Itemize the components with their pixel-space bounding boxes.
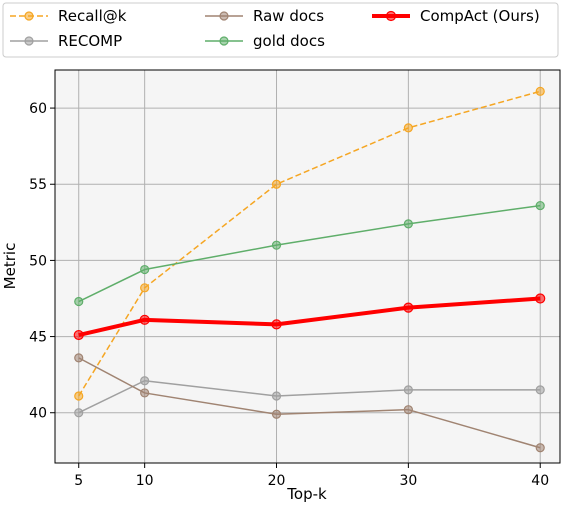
data-point-recomp bbox=[271, 391, 282, 401]
data-point-recomp bbox=[535, 385, 545, 395]
y-tick-label: 50 bbox=[29, 253, 47, 269]
legend-frame bbox=[2, 2, 559, 58]
data-point-recomp bbox=[74, 408, 84, 418]
legend-entry-gold-docs: gold docs bbox=[205, 32, 325, 50]
data-point-gold-docs bbox=[140, 264, 150, 275]
data-point-recall-k bbox=[271, 179, 282, 189]
y-tick-label: 40 bbox=[29, 406, 47, 422]
x-tick-label: 30 bbox=[399, 473, 417, 489]
data-point-recall-k bbox=[140, 283, 150, 293]
legend-marker bbox=[219, 36, 229, 46]
data-point-recall-k bbox=[74, 391, 84, 401]
plot-frame bbox=[54, 69, 561, 464]
data-point-recall-k bbox=[535, 86, 545, 96]
series-layer bbox=[73, 86, 546, 453]
series-raw-docs bbox=[74, 353, 545, 453]
data-point-gold-docs bbox=[535, 200, 545, 211]
legend-entry-raw-docs: Raw docs bbox=[205, 7, 324, 25]
legend-label: RECOMP bbox=[58, 32, 122, 50]
data-point-raw-docs bbox=[535, 443, 545, 453]
legend-label: Recall@k bbox=[58, 7, 127, 25]
legend-marker bbox=[385, 10, 397, 22]
x-tick-label: 5 bbox=[74, 473, 83, 489]
x-tick-label: 10 bbox=[136, 473, 154, 489]
axis-ticks: 5 10 20 30 40 40 45 50 55 60 bbox=[29, 101, 549, 489]
y-tick-label: 45 bbox=[29, 330, 47, 346]
data-point-compact-ours bbox=[139, 314, 150, 325]
legend-label: CompAct (Ours) bbox=[420, 7, 540, 25]
data-point-recomp bbox=[403, 385, 413, 395]
data-point-gold-docs bbox=[403, 219, 413, 229]
legend-marker bbox=[24, 36, 34, 46]
y-tick-label: 60 bbox=[29, 101, 47, 117]
data-point-gold-docs bbox=[271, 240, 282, 250]
legend: Recall@k RECOMP Raw docs gold docs CompAct (… bbox=[2, 2, 559, 58]
legend-entry-compact-ours: CompAct (Ours) bbox=[372, 7, 540, 25]
series-compact-ours bbox=[73, 293, 546, 341]
y-tick-label: 55 bbox=[29, 177, 47, 193]
data-point-compact-ours bbox=[535, 293, 546, 304]
x-tick-label: 20 bbox=[268, 473, 286, 489]
data-point-compact-ours bbox=[73, 329, 84, 341]
data-point-raw-docs bbox=[403, 405, 413, 415]
legend-entry-recomp: RECOMP bbox=[10, 32, 122, 50]
x-tick-label: 40 bbox=[531, 473, 549, 489]
legend-label: gold docs bbox=[253, 32, 325, 50]
plot-area bbox=[55, 70, 560, 463]
data-point-raw-docs bbox=[74, 353, 84, 363]
data-point-compact-ours bbox=[271, 319, 282, 330]
legend-marker bbox=[219, 11, 229, 21]
data-point-raw-docs bbox=[271, 409, 282, 419]
data-point-recomp bbox=[140, 376, 150, 386]
legend-entry-recall-k: Recall@k bbox=[10, 7, 127, 25]
legend-marker bbox=[24, 11, 34, 21]
series-recomp bbox=[74, 376, 545, 418]
x-axis-label: Top-k bbox=[286, 485, 327, 503]
data-point-compact-ours bbox=[403, 302, 414, 313]
y-axis-label: Metric bbox=[1, 243, 19, 290]
series-gold-docs bbox=[74, 200, 545, 307]
data-point-recall-k bbox=[403, 123, 413, 133]
data-point-gold-docs bbox=[74, 296, 84, 307]
data-point-raw-docs bbox=[140, 388, 150, 398]
legend-label: Raw docs bbox=[253, 7, 324, 25]
